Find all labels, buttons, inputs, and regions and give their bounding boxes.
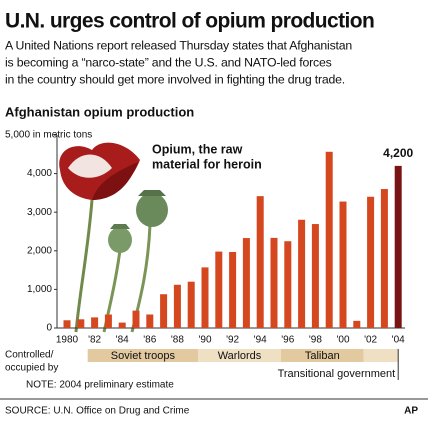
bar <box>146 314 154 328</box>
bar <box>201 267 209 328</box>
value-label: 4,200 <box>383 146 413 160</box>
period-label: Warlords <box>218 350 262 362</box>
bar <box>284 241 292 328</box>
bar <box>91 317 99 328</box>
bar <box>173 284 181 328</box>
band-caption: Controlled/ <box>5 350 54 361</box>
period-band <box>280 349 364 362</box>
description-line: is becoming a “narco-state” and the U.S.… <box>5 55 332 69</box>
bar <box>367 196 375 328</box>
band-caption: occupied by <box>5 363 58 374</box>
y-tick-label: 2,000 <box>27 245 52 256</box>
y-tick-label: 4,000 <box>27 168 52 179</box>
bar <box>132 310 140 328</box>
x-tick-label: '04 <box>392 335 405 346</box>
bar <box>325 151 333 328</box>
x-tick-label: '86 <box>143 335 156 346</box>
bar <box>256 196 264 328</box>
period-label: Transitional government <box>278 368 396 380</box>
x-tick-label: '00 <box>336 335 349 346</box>
period-band <box>198 349 281 362</box>
bar <box>77 319 85 328</box>
x-tick-label: '02 <box>364 335 377 346</box>
y-tick-label: 5,000 in metric tons <box>5 130 92 141</box>
description-line: in the country should get more involved … <box>5 72 345 86</box>
bar <box>215 251 223 328</box>
annotation: Opium, the raw <box>152 142 243 156</box>
description-line: A United Nations report released Thursda… <box>5 38 352 52</box>
annotation: material for heroin <box>152 157 262 171</box>
bar <box>298 219 306 328</box>
poppy-illustration <box>59 142 168 333</box>
bar <box>229 251 237 328</box>
x-tick-label: 1980 <box>56 335 79 346</box>
x-tick-label: '88 <box>171 335 184 346</box>
bar <box>394 165 402 328</box>
bar <box>187 281 195 328</box>
x-tick-label: '98 <box>309 335 322 346</box>
note: NOTE: 2004 preliminary estimate <box>26 380 174 391</box>
x-tick-label: '82 <box>88 335 101 346</box>
period-label: Soviet troops <box>111 350 176 362</box>
period-label: Taliban <box>305 350 340 362</box>
source: SOURCE: U.N. Office on Drug and Crime <box>5 406 190 417</box>
bar <box>160 294 168 328</box>
bar <box>353 320 361 328</box>
period-band <box>363 349 399 362</box>
x-tick-label: '96 <box>281 335 294 346</box>
y-tick-label: 0 <box>46 323 52 334</box>
bar <box>311 224 319 328</box>
x-tick-label: '94 <box>254 335 267 346</box>
x-tick-label: '90 <box>198 335 211 346</box>
x-tick-label: '92 <box>226 335 239 346</box>
bar <box>270 237 278 328</box>
bar <box>339 201 347 328</box>
y-tick-label: 3,000 <box>27 207 52 218</box>
bar <box>118 322 126 328</box>
bar <box>380 189 388 328</box>
bar <box>63 320 71 328</box>
y-tick-label: 1,000 <box>27 284 52 295</box>
chart-title: Afghanistan opium production <box>5 104 194 119</box>
bar <box>242 238 250 328</box>
period-band <box>87 349 199 362</box>
credit: AP <box>404 406 418 417</box>
bar <box>104 314 112 328</box>
x-tick-label: '84 <box>116 335 129 346</box>
headline: U.N. urges control of opium production <box>5 10 374 33</box>
